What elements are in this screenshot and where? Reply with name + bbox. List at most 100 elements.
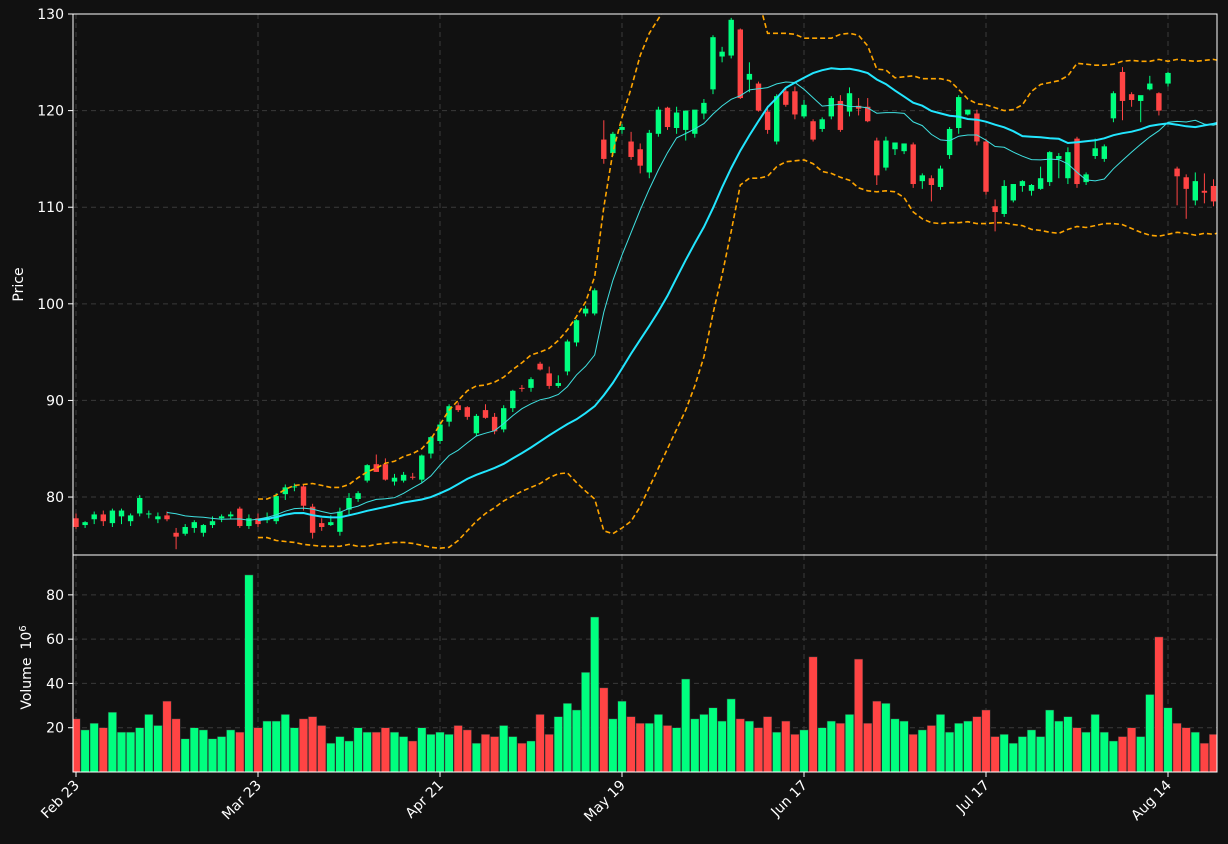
candle [1210,179,1217,207]
candle [291,483,298,492]
volume-axis-label: Volume106 [18,625,36,709]
candle-body [1192,181,1198,201]
volume-bar [681,678,691,772]
candle [1074,136,1080,188]
candle [373,454,379,472]
candle-body [610,133,616,154]
candle [992,199,998,232]
candle-body [783,91,789,105]
candle [446,404,452,427]
candle-body [1183,177,1189,189]
volume-bar [189,727,199,772]
candle [82,521,88,528]
candle-body [255,518,261,525]
candle [1220,195,1225,216]
volume-bar [226,729,236,772]
candle [137,495,143,517]
candle [746,62,753,93]
volume-bar [280,714,290,772]
volume-bar [1118,736,1127,772]
volume-bar [344,740,354,772]
candle [646,129,652,179]
volume-bar [936,714,945,772]
candle-body [774,96,780,142]
candle [300,484,307,511]
candle-body [218,516,225,519]
candle [109,508,116,527]
volume-bar [153,725,163,772]
candle-body [1083,174,1089,183]
volume-bar [335,736,345,772]
volume-frame [72,554,1218,773]
candle [564,339,571,376]
candle [837,95,844,132]
volume-bar [617,700,627,772]
candle-body [82,522,88,526]
volume-bar [235,731,245,772]
candle [1183,174,1189,219]
candle [664,106,671,130]
volume-bar [626,716,636,772]
candle [956,95,962,134]
candle-body [1047,152,1053,183]
volume-bar [672,727,682,772]
ma-thin-line [166,81,1217,521]
volume-bar [799,729,809,772]
volume-bar [781,720,791,772]
candle-body [1074,138,1080,185]
volume-bar [326,742,336,772]
candle-body [1019,181,1026,186]
candle-body [355,493,361,499]
volume-bar [490,736,500,772]
volume-bar [317,725,327,772]
volume-bar [754,727,763,772]
candle [1019,180,1026,192]
candle-body [1147,83,1153,90]
candle-body [1065,152,1071,179]
candle-body [546,373,552,386]
candle-body [892,142,898,150]
volume-panel: 20 40 60 80 [46,554,1218,773]
candle-body [1092,148,1098,157]
candle [628,131,634,160]
candle [710,35,716,95]
volume-bar [198,729,208,772]
candle [546,366,552,389]
volume-bar [371,731,381,772]
volume-bar [653,714,663,772]
volume-bar [508,736,518,772]
candle-body [328,522,334,526]
candle-body [564,341,571,372]
candle [883,136,889,171]
candle-body [883,140,889,168]
candle-body [200,525,207,533]
volume-bar [544,734,554,772]
volume-bars [73,574,1217,772]
candle-body [209,521,216,526]
volume-bar [526,740,536,772]
candle-body [373,464,379,472]
candle [346,493,352,515]
candle-body [837,100,844,130]
candle [755,81,762,112]
candle [737,28,743,100]
candle [637,143,643,174]
price-axis-label: Price [11,267,27,301]
volume-bar [599,687,609,772]
volume-bar [808,656,818,772]
candle-body [482,410,489,418]
x-tick-label: Apr 21 [403,778,447,822]
candle-body [728,19,734,56]
candle-body [937,168,944,187]
candle-body [1220,204,1225,211]
volume-bar [1190,731,1200,772]
volume-bar [963,720,973,772]
candle-body [291,486,298,488]
volume-bar [453,725,463,772]
candle-body [855,105,862,109]
volume-bar [726,698,736,772]
candle [601,120,607,164]
candle-body [137,498,143,514]
volume-bar [98,727,108,772]
candle-body [237,508,243,527]
